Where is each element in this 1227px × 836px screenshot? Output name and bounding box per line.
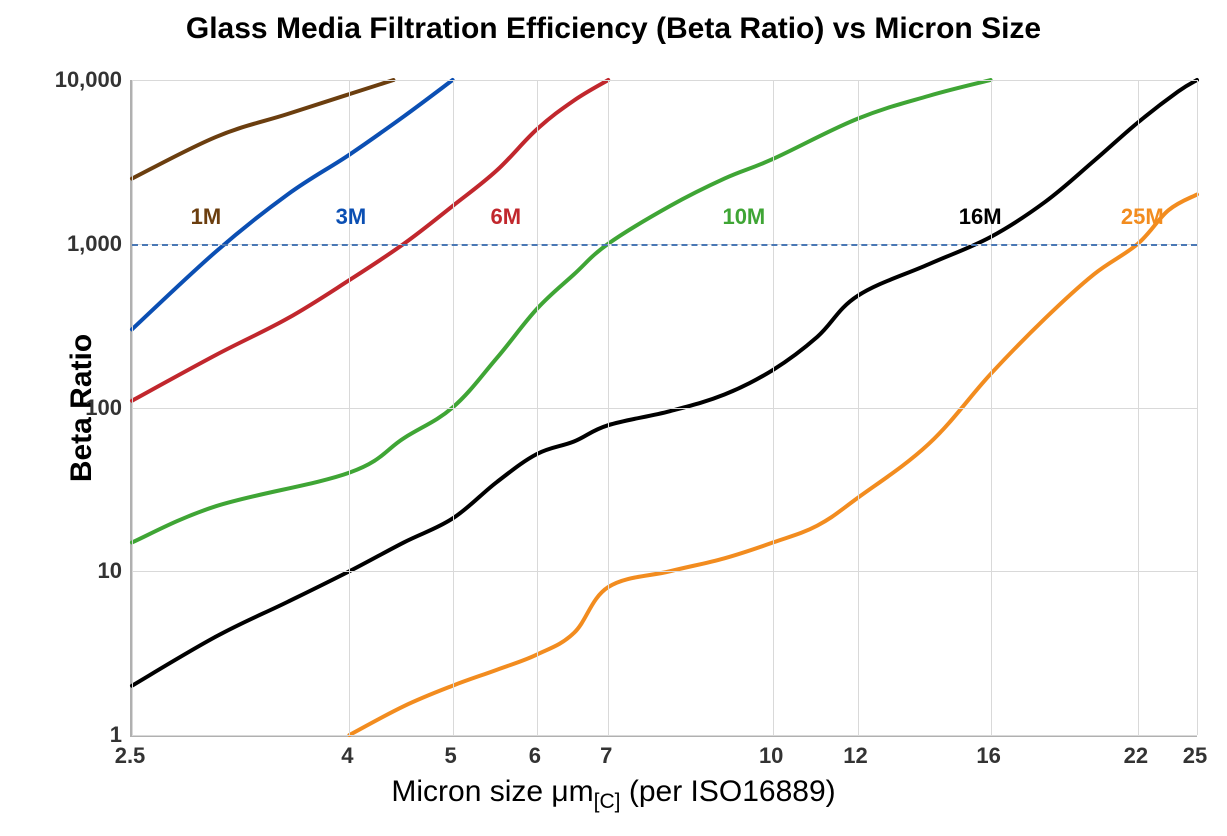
chart-title: Glass Media Filtration Efficiency (Beta … (0, 12, 1227, 46)
series-label-25M: 25M (1121, 204, 1164, 230)
y-tick-label: 1 (110, 722, 122, 748)
plot-area (130, 80, 1197, 737)
reference-line (132, 244, 1197, 246)
x-tick-label: 7 (600, 743, 612, 769)
y-tick-label: 10 (98, 558, 122, 584)
x-tick-label: 16 (976, 743, 1000, 769)
series-label-6M: 6M (490, 204, 521, 230)
x-axis-label-sub: [C] (594, 790, 621, 813)
grid-vertical (1197, 80, 1198, 735)
x-tick-label: 6 (529, 743, 541, 769)
series-label-3M: 3M (336, 204, 367, 230)
grid-horizontal (132, 571, 1197, 572)
grid-horizontal (132, 80, 1197, 81)
grid-horizontal (132, 408, 1197, 409)
x-axis-label-prefix: Micron size μm (391, 775, 593, 808)
series-line-10M (132, 80, 991, 542)
series-line-1M (132, 80, 393, 179)
y-tick-label: 1,000 (67, 231, 122, 257)
x-tick-label: 10 (759, 743, 783, 769)
series-line-3M (132, 80, 453, 329)
x-tick-label: 22 (1124, 743, 1148, 769)
chart-container: Glass Media Filtration Efficiency (Beta … (0, 0, 1227, 836)
x-tick-label: 12 (843, 743, 867, 769)
series-line-16M (132, 80, 1197, 686)
grid-horizontal (132, 735, 1197, 736)
x-axis-label-suffix: (per ISO16889) (621, 775, 836, 808)
series-label-10M: 10M (722, 204, 765, 230)
y-tick-label: 100 (85, 395, 122, 421)
series-label-1M: 1M (191, 204, 222, 230)
x-tick-label: 4 (341, 743, 353, 769)
x-tick-label: 5 (444, 743, 456, 769)
x-axis-label: Micron size μm[C] (per ISO16889) (0, 775, 1227, 814)
x-tick-label: 25 (1183, 743, 1207, 769)
chart-title-text: Glass Media Filtration Efficiency (Beta … (186, 12, 1041, 45)
series-label-16M: 16M (959, 204, 1002, 230)
y-tick-label: 10,000 (55, 67, 122, 93)
